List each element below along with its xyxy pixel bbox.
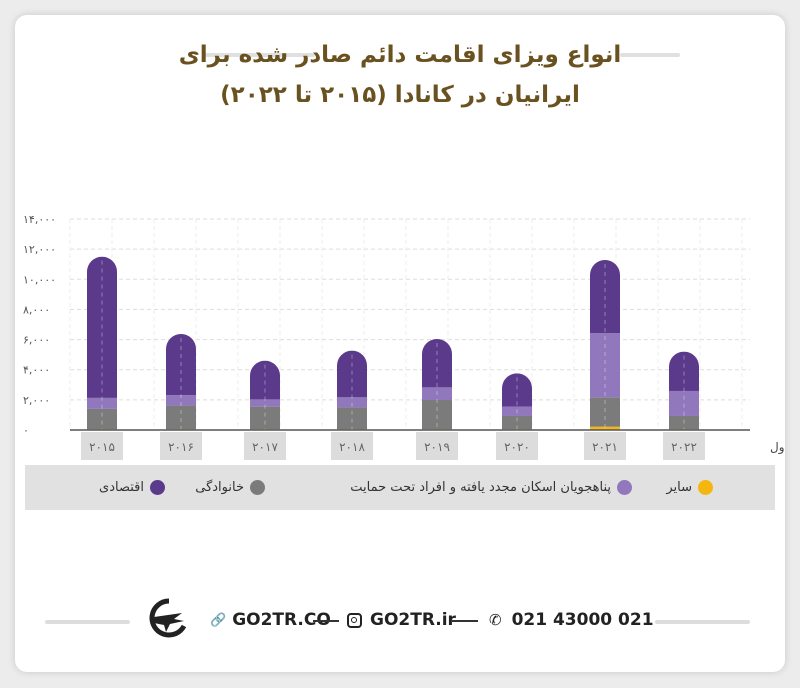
legend-label: پناهجویان اسکان مجدد یافته و افراد تحت ح… [350,480,611,495]
bar-segment [590,397,620,427]
legend-label: سایر [666,480,692,495]
y-tick-label: ۴,۰۰۰ [23,364,50,377]
bar-segment [166,395,196,406]
bar-segment [590,259,620,334]
x-label-box [584,432,626,460]
title-divider [620,53,680,57]
title-line-1: انواع ویزای اقامت دائم صادر شده برای [178,42,622,68]
phone-link[interactable]: ✆ 021 43000 021 [489,605,654,635]
x-label-box [416,432,458,460]
x-tick-label: ۲۰۲۲ [671,440,697,454]
bar-segment [422,338,452,388]
x-tick-label: ۲۰۱۶ [168,440,194,454]
y-tick-label: ۲,۰۰۰ [23,394,50,407]
legend-swatch [150,480,165,495]
legend-item-family: خانوادگی [195,465,265,510]
chart-title: انواع ویزای اقامت دائم صادر شده برای ایر… [15,35,785,115]
legend-swatch [698,480,713,495]
x-tick-label: ۲۰۲۰ [504,440,530,454]
bar-segment [502,373,532,407]
bar-segment [422,387,452,401]
legend-item-other: سایر [666,465,713,510]
legend-label: اقتصادی [99,480,144,495]
x-label-box [663,432,705,460]
legend: سایر پناهجویان اسکان مجدد یافته و افراد … [25,465,775,510]
title-line-2: ایرانیان در کانادا (۲۰۱۵ تا ۲۰۲۲) [220,82,580,108]
legend-item-economic: اقتصادی [99,465,165,510]
bar-segment [337,350,367,398]
legend-label: خانوادگی [195,480,244,495]
title-divider [205,53,315,57]
bar-segment [669,390,699,416]
x-label-box [160,432,202,460]
bar-segment [337,407,367,430]
y-tick-label: ۰ [23,424,29,437]
bar-segment [669,351,699,391]
bar-segment [87,256,117,398]
instagram-icon [347,612,362,628]
legend-swatch [250,480,265,495]
legend-swatch [617,480,632,495]
bar-segment [590,333,620,398]
bar-segment [502,406,532,416]
footer: 🔗 GO2TR.CO GO2TR.ir ✆ 021 43000 021 [15,598,785,638]
bar-segment [166,405,196,430]
x-label-box [81,432,123,460]
instagram-link[interactable]: GO2TR.ir [347,605,456,635]
phone-icon: ✆ [489,611,502,629]
stacked-bar-chart: ۰ ۲,۰۰۰ ۴,۰۰۰ ۶,۰۰۰ ۸,۰۰۰ ۱۰,۰۰۰ ۱۲,۰۰۰ ۱۴,۰۰۰ ۲… [23,213,785,460]
y-tick-label: ۱۲,۰۰۰ [23,243,56,256]
bar-segment [87,397,117,409]
footer-divider [655,620,750,624]
link-icon: 🔗 [210,612,227,628]
x-tick-label: ۲۰۱۵ [89,440,115,454]
plane-logo-icon [148,598,190,638]
x-tick-label: ۲۰۱۹ [424,440,450,454]
separator [452,620,478,622]
bar-segment [502,415,532,430]
bar-segment [250,406,280,430]
website-link[interactable]: 🔗 GO2TR.CO [210,605,331,635]
x-tick-label: ۲۰۱۷ [252,440,278,454]
x-label-box [331,432,373,460]
phone-text: 021 43000 021 [511,610,654,630]
x-tick-label: ۲۰۲۱ [592,440,618,454]
bar-segment [669,415,699,430]
legend-item-refugees: پناهجویان اسکان مجدد یافته و افراد تحت ح… [350,465,632,510]
x-label-box [244,432,286,460]
y-tick-label: ۶,۰۰۰ [23,334,50,347]
x-label-box [496,432,538,460]
website-text: GO2TR.CO [232,610,331,630]
y-tick-label: ۱۰,۰۰۰ [23,273,56,286]
instagram-text: GO2TR.ir [370,610,456,630]
bar-segment [590,426,620,430]
bar-segment [87,408,117,430]
x-category-note: ۶ ماه اول [770,440,785,455]
bar-segment [422,400,452,430]
x-tick-label: ۲۰۱۸ [339,440,365,454]
footer-divider [45,620,130,624]
bar-segment [337,397,367,408]
bar-segment [250,360,280,400]
bar-segment [166,333,196,396]
y-tick-label: ۸,۰۰۰ [23,303,50,316]
bar-segment [250,399,280,407]
y-tick-label: ۱۴,۰۰۰ [23,213,56,226]
infographic-card: انواع ویزای اقامت دائم صادر شده برای ایر… [15,15,785,672]
separator [313,620,339,622]
